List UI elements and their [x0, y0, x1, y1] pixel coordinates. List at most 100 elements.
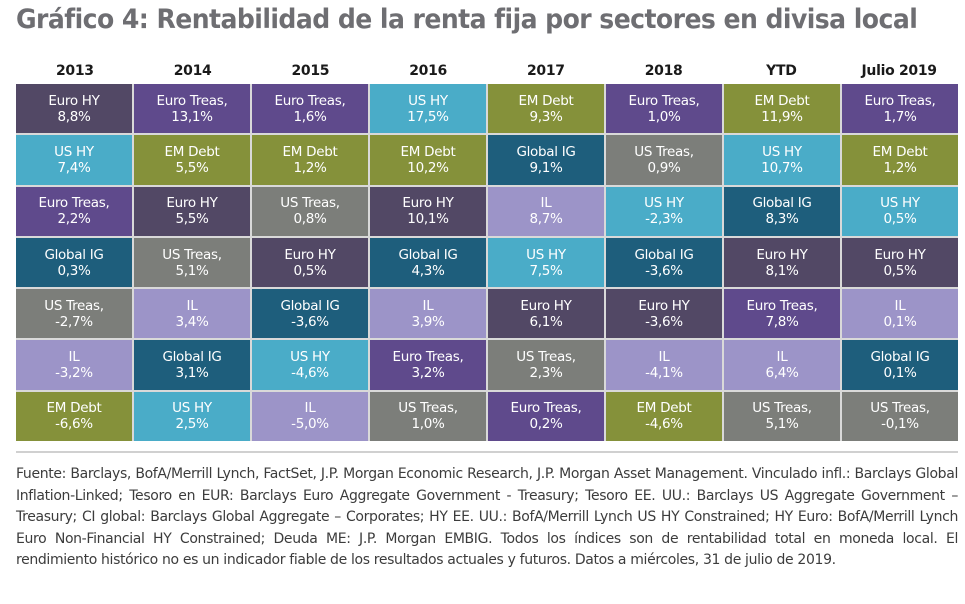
cell-sector: US HY [880, 195, 920, 212]
cell-value: 2,2% [57, 211, 91, 228]
cell-sector: EM Debt [400, 143, 456, 160]
table-row: Global IG 0,3% US Treas, 5,1% Euro HY 0,5% Glo… [16, 237, 958, 288]
cell-value: 0,9% [647, 159, 681, 176]
cell-value: 2,5% [175, 416, 209, 433]
cell-value: 2,3% [529, 365, 563, 382]
cell-sector: IL [304, 400, 316, 417]
table-cell: IL 8,7% [488, 186, 604, 236]
table-row: IL -3,2% Global IG 3,1% US HY -4,6% Euro Treas… [16, 340, 958, 390]
cell-value: 3,4% [175, 313, 209, 330]
table-cell: Euro HY 0,5% [842, 237, 958, 288]
table-cell: IL 0,1% [842, 289, 958, 339]
table-cell: US Treas, 1,0% [370, 391, 486, 442]
cell-sector: EM Debt [164, 143, 220, 160]
table-cell: IL -3,2% [16, 340, 132, 390]
cell-value: 1,2% [293, 159, 327, 176]
table-cell: Global IG 0,1% [842, 340, 958, 390]
cell-sector: Global IG [398, 246, 458, 263]
cell-sector: Euro HY [402, 195, 454, 212]
returns-table: 2013 2014 2015 2016 2017 2018 YTD Julio 2019 Eu… [16, 58, 958, 442]
cell-value: 7,4% [57, 159, 91, 176]
cell-sector: US HY [526, 246, 566, 263]
cell-value: -3,2% [55, 365, 93, 382]
column-header: Julio 2019 [861, 63, 938, 79]
cell-value: -2,3% [645, 211, 683, 228]
column-header: 2018 [644, 63, 683, 79]
cell-sector: US HY [762, 143, 802, 160]
table-cell: Euro Treas, 13,1% [134, 84, 250, 134]
cell-value: 0,2% [529, 416, 563, 433]
table-cell: EM Debt 10,2% [370, 135, 486, 185]
cell-value: 3,1% [175, 365, 209, 382]
cell-sector: IL [68, 349, 80, 366]
table-body: Euro HY 8,8% Euro Treas, 13,1% Euro Treas, 1,… [16, 84, 958, 442]
cell-value: 6,4% [765, 365, 799, 382]
cell-sector: US HY [172, 400, 212, 417]
cell-value: 13,1% [171, 108, 213, 125]
table-cell: US Treas, -2,7% [16, 289, 132, 339]
cell-sector: Euro Treas, [156, 92, 228, 109]
table-row: Euro Treas, 2,2% Euro HY 5,5% US Treas, 0,8% E… [16, 186, 958, 236]
table-cell: Euro HY 8,8% [16, 84, 132, 134]
cell-sector: EM Debt [282, 143, 338, 160]
table-cell: Global IG 9,1% [488, 135, 604, 185]
cell-value: 5,1% [175, 262, 209, 279]
table-cell: Euro HY 5,5% [134, 186, 250, 236]
table-cell: EM Debt 11,9% [724, 84, 840, 134]
table-cell: US HY -4,6% [252, 340, 368, 390]
cell-sector: US Treas, [870, 400, 930, 417]
table-cell: IL 3,4% [134, 289, 250, 339]
table-cell: US HY 7,5% [488, 237, 604, 288]
cell-sector: Euro HY [48, 92, 100, 109]
cell-value: 1,2% [883, 159, 917, 176]
cell-sector: Global IG [634, 246, 694, 263]
divider [16, 451, 958, 453]
cell-sector: EM Debt [46, 400, 102, 417]
table-cell: US HY 10,7% [724, 135, 840, 185]
column-header: 2016 [409, 63, 447, 79]
cell-value: 0,5% [293, 262, 327, 279]
table-cell: IL -4,1% [606, 340, 722, 390]
cell-sector: Global IG [752, 195, 812, 212]
table-row: EM Debt -6,6% US HY 2,5% IL -5,0% US Treas, 1,0… [16, 391, 958, 442]
cell-sector: Euro HY [874, 246, 926, 263]
cell-value: 1,6% [293, 108, 327, 125]
cell-value: -4,6% [645, 416, 683, 433]
cell-sector: Euro HY [756, 246, 808, 263]
table-cell: EM Debt 9,3% [488, 84, 604, 134]
cell-sector: US Treas, [752, 400, 812, 417]
cell-sector: EM Debt [872, 143, 928, 160]
cell-value: 5,5% [175, 159, 209, 176]
cell-value: -3,6% [291, 313, 329, 330]
table-cell: EM Debt 1,2% [842, 135, 958, 185]
table-cell: US Treas, 2,3% [488, 340, 604, 390]
cell-value: 3,2% [411, 365, 445, 382]
table-cell: IL -5,0% [252, 391, 368, 442]
column-header-row: 2013 2014 2015 2016 2017 2018 YTD Julio 2019 [16, 58, 958, 84]
table-cell: Global IG 4,3% [370, 237, 486, 288]
table-cell: Euro Treas, 1,6% [252, 84, 368, 134]
cell-value: 1,0% [411, 416, 445, 433]
cell-value: -2,7% [55, 313, 93, 330]
table-cell: Euro HY 8,1% [724, 237, 840, 288]
cell-value: 10,1% [407, 211, 449, 228]
table-cell: Euro Treas, 0,2% [488, 391, 604, 442]
cell-value: -4,1% [645, 365, 683, 382]
cell-sector: US Treas, [634, 143, 694, 160]
cell-sector: IL [658, 349, 670, 366]
table-cell: US Treas, -0,1% [842, 391, 958, 442]
cell-sector: IL [776, 349, 788, 366]
table-cell: US HY 2,5% [134, 391, 250, 442]
cell-sector: Euro Treas, [274, 92, 346, 109]
table-cell: Euro Treas, 1,0% [606, 84, 722, 134]
table-cell: EM Debt 1,2% [252, 135, 368, 185]
cell-sector: Euro Treas, [510, 400, 582, 417]
cell-value: 1,7% [883, 108, 917, 125]
cell-value: 1,0% [647, 108, 681, 125]
cell-sector: US Treas, [516, 349, 576, 366]
table-cell: EM Debt -6,6% [16, 391, 132, 442]
cell-value: 17,5% [407, 108, 449, 125]
table-cell: Global IG -3,6% [252, 289, 368, 339]
cell-sector: Euro HY [520, 297, 572, 314]
column-header: 2015 [291, 63, 330, 79]
